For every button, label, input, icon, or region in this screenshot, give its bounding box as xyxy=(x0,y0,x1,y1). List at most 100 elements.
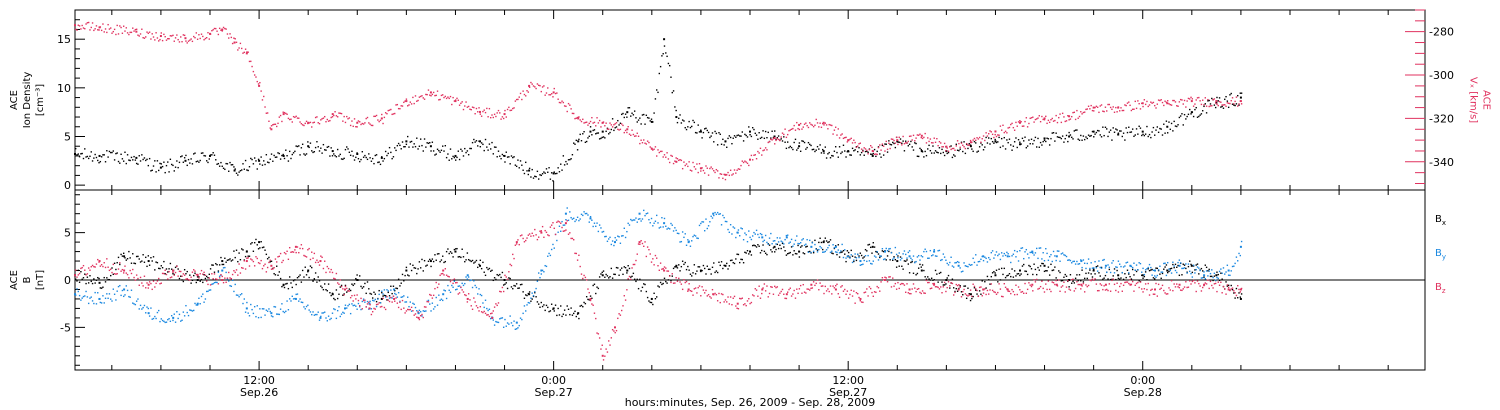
data-point xyxy=(170,268,173,270)
data-point xyxy=(112,150,115,152)
data-point xyxy=(774,130,776,132)
data-point xyxy=(988,279,990,281)
data-point xyxy=(137,34,139,36)
data-point xyxy=(413,143,415,145)
data-point xyxy=(135,30,138,33)
data-point xyxy=(548,252,550,255)
data-point xyxy=(807,141,810,144)
data-point xyxy=(798,256,801,258)
data-point xyxy=(327,120,330,122)
data-point xyxy=(806,288,808,290)
data-point xyxy=(654,254,657,257)
data-point xyxy=(1109,129,1112,131)
data-point xyxy=(333,297,335,300)
data-point xyxy=(649,253,651,255)
data-point xyxy=(1111,278,1113,281)
data-point xyxy=(604,125,606,127)
data-point xyxy=(438,283,440,285)
data-point xyxy=(714,171,716,174)
data-point xyxy=(1183,99,1186,102)
data-point xyxy=(949,285,951,287)
data-point xyxy=(1115,106,1117,109)
data-point xyxy=(1089,108,1091,110)
data-point xyxy=(547,171,549,173)
data-point xyxy=(102,265,104,268)
data-point xyxy=(479,110,481,113)
data-point xyxy=(583,274,585,277)
data-point xyxy=(737,168,740,170)
data-point xyxy=(771,139,773,141)
data-point xyxy=(560,305,562,307)
data-point xyxy=(906,142,908,144)
data-point xyxy=(90,26,92,29)
data-point xyxy=(1152,101,1155,104)
data-point xyxy=(94,282,96,284)
data-point xyxy=(97,159,99,162)
data-point xyxy=(667,227,670,229)
data-point xyxy=(1100,267,1103,269)
data-point xyxy=(439,151,441,153)
data-point xyxy=(998,283,1000,285)
data-point xyxy=(273,305,275,308)
data-point xyxy=(853,139,855,141)
data-point xyxy=(831,252,833,254)
data-point xyxy=(666,282,668,284)
data-point xyxy=(914,261,916,264)
data-point xyxy=(434,94,436,97)
data-point xyxy=(1135,264,1138,266)
data-point xyxy=(1041,115,1043,118)
data-point xyxy=(589,215,592,218)
data-point xyxy=(982,255,985,258)
data-point xyxy=(1037,117,1039,119)
data-point xyxy=(1151,102,1153,104)
data-point xyxy=(837,156,839,158)
data-point xyxy=(858,143,860,145)
data-point xyxy=(364,299,366,301)
data-point xyxy=(1199,100,1201,102)
data-point xyxy=(515,321,518,324)
data-point xyxy=(85,290,87,293)
data-point xyxy=(86,296,89,298)
data-point xyxy=(324,260,326,262)
data-point xyxy=(82,295,85,298)
data-point xyxy=(1178,274,1181,277)
data-point xyxy=(1195,106,1197,109)
data-point xyxy=(937,286,939,289)
data-point xyxy=(473,106,475,109)
data-point xyxy=(386,299,388,301)
data-point xyxy=(154,286,156,288)
data-point xyxy=(799,242,802,244)
data-point xyxy=(1137,100,1139,102)
data-point xyxy=(598,276,601,278)
data-point xyxy=(421,258,423,261)
data-point xyxy=(711,217,714,219)
data-point xyxy=(477,293,479,295)
data-point xyxy=(80,299,82,301)
data-point xyxy=(456,247,458,250)
data-point xyxy=(474,113,476,115)
data-point xyxy=(186,277,188,280)
data-point xyxy=(177,38,179,41)
data-point xyxy=(897,257,899,259)
data-point xyxy=(1221,278,1223,280)
data-point xyxy=(537,236,540,238)
data-point xyxy=(988,293,990,295)
data-point xyxy=(186,311,188,314)
data-point xyxy=(764,252,767,254)
data-point xyxy=(648,300,650,302)
data-point xyxy=(906,283,908,285)
data-point xyxy=(739,168,741,170)
data-point xyxy=(1008,138,1011,140)
data-point xyxy=(671,224,673,226)
data-point xyxy=(394,147,396,149)
data-point xyxy=(558,225,561,227)
data-point xyxy=(286,113,288,115)
data-point xyxy=(1238,104,1240,106)
data-point xyxy=(102,154,104,156)
data-point xyxy=(330,116,332,119)
data-point xyxy=(932,145,934,147)
data-point xyxy=(552,91,555,94)
data-point xyxy=(925,279,928,282)
data-point xyxy=(321,286,323,289)
data-point xyxy=(343,293,345,295)
